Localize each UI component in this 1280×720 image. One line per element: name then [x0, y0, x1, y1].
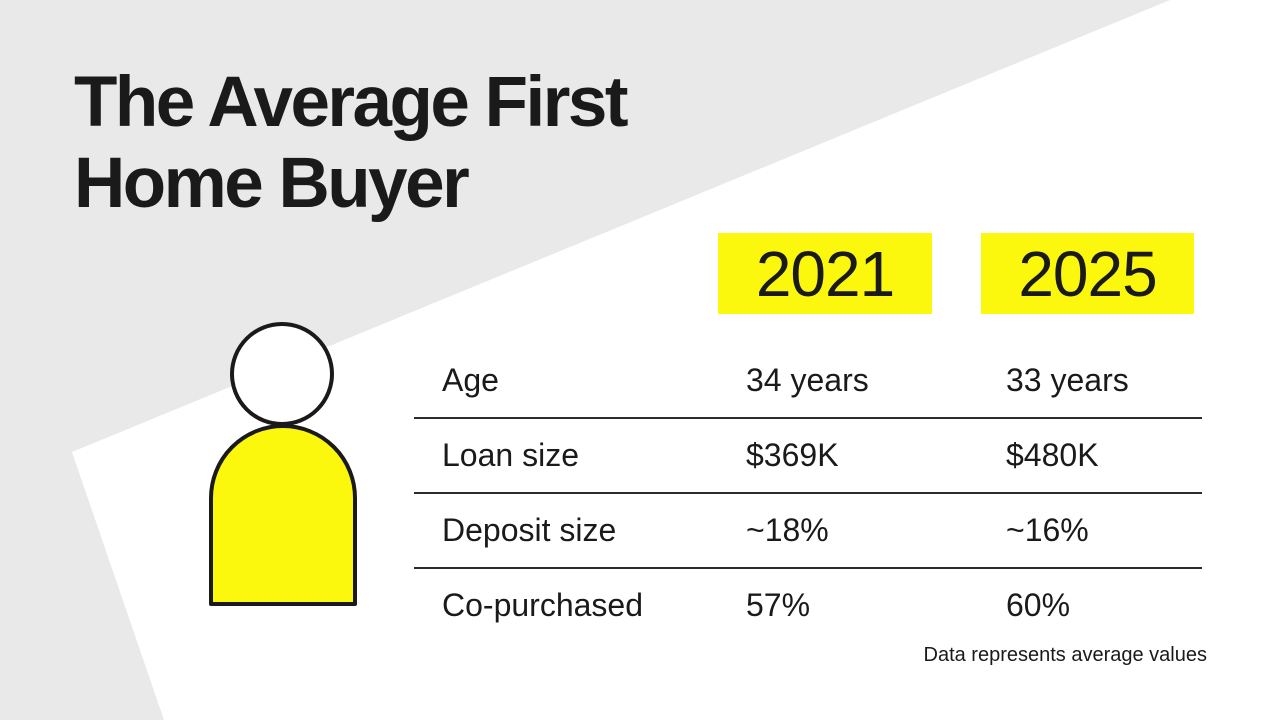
person-icon	[209, 322, 357, 606]
value-2025: 33 years	[1006, 362, 1129, 398]
value-2025: ~16%	[1006, 512, 1089, 548]
row-label: Age	[442, 362, 499, 398]
value-2021: $369K	[746, 437, 839, 473]
value-2021: ~18%	[746, 512, 829, 548]
value-2021: 34 years	[746, 362, 869, 398]
value-2025: $480K	[1006, 437, 1099, 473]
table-row-loan-size: Loan size $369K $480K	[414, 419, 1202, 494]
value-2025: 60%	[1006, 587, 1071, 623]
table-row-deposit-size: Deposit size ~18% ~16%	[414, 494, 1202, 569]
table-row-age: Age 34 years 33 years	[414, 344, 1202, 419]
title-line-1: The Average First	[74, 63, 629, 142]
footnote: Data represents average values	[923, 644, 1208, 666]
year-header-2021: 2021	[718, 233, 932, 314]
title-line-2: Home Buyer	[74, 144, 470, 223]
table-row-co-purchased: Co-purchased 57% 60%	[414, 569, 1202, 644]
page-title: The Average First Home Buyer	[74, 62, 629, 224]
value-2021: 57%	[746, 587, 811, 623]
year-header-2025: 2025	[981, 233, 1194, 314]
row-label: Loan size	[442, 437, 579, 473]
row-label: Co-purchased	[442, 587, 643, 623]
row-label: Deposit size	[442, 512, 617, 548]
comparison-table: Age 34 years 33 years Loan size $369K $4…	[414, 344, 1202, 644]
